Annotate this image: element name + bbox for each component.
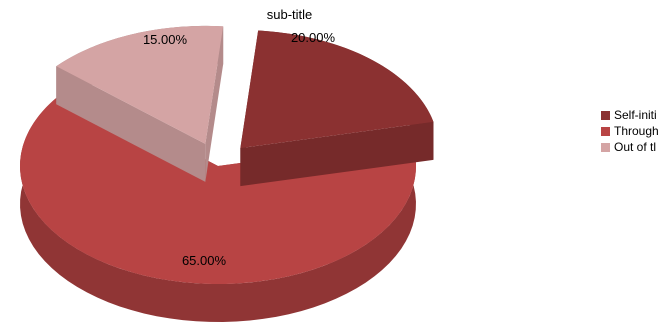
pie-slice-top (19, 88, 416, 284)
data-label-2: 15.00% (143, 32, 188, 47)
legend-swatch (601, 142, 610, 152)
pie-slice-0 (240, 30, 434, 187)
legend-item-2: Out of tl (601, 139, 671, 155)
legend-item-0: Self-initi (601, 107, 671, 123)
data-label-1: 65.00% (182, 253, 227, 268)
legend-label: Through (614, 124, 659, 138)
pie-slice-top (240, 30, 434, 149)
legend-label: Out of tl (614, 140, 657, 154)
chart-subtitle: sub-title (266, 7, 313, 22)
pie-slice-wall (205, 26, 224, 182)
legend-item-1: Through (601, 123, 671, 139)
legend-swatch (601, 126, 610, 136)
pie-slice-wall (56, 66, 206, 182)
pie-slice-top (56, 25, 224, 144)
legend-label: Self-initi (614, 108, 657, 122)
pie-slice-2 (56, 25, 224, 182)
pie-slice-wall (240, 121, 434, 187)
data-label-0: 20.00% (291, 30, 336, 45)
legend: Self-initi Through Out of tl (601, 107, 671, 155)
legend-swatch (601, 110, 610, 120)
